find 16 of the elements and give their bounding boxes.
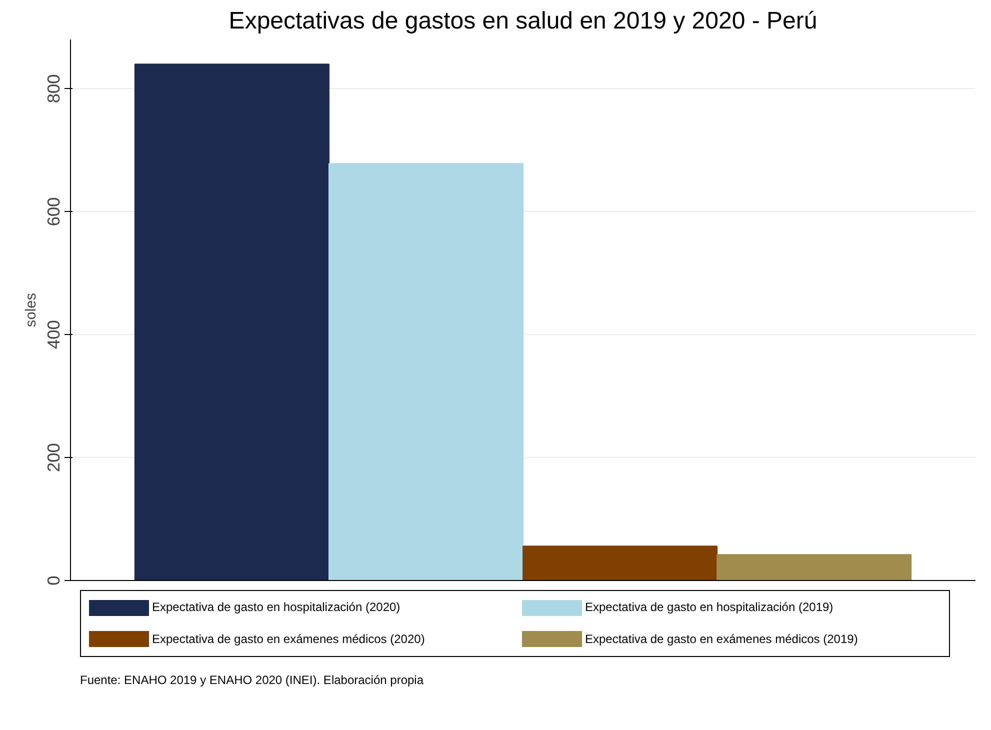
bar — [328, 163, 524, 580]
bar — [716, 554, 912, 580]
source-note: Fuente: ENAHO 2019 y ENAHO 2020 (INEI). Elaboración propia — [80, 672, 424, 687]
y-tick-label: 200 — [44, 443, 64, 472]
y-tick-label: 0 — [44, 576, 64, 586]
y-tick-label: 600 — [44, 197, 64, 226]
legend-label: Expectativa de gasto en exámenes médicos (2019) — [585, 632, 858, 646]
chart-title: Expectativas de gastos en salud en 2019 y 2020 - Perú — [228, 8, 818, 34]
y-axis-title: soles — [24, 292, 40, 328]
y-tick-label: 800 — [44, 74, 64, 104]
legend-label: Expectativa de gasto en exámenes médicos (2020) — [152, 632, 425, 646]
legend-label: Expectativa de gasto en hospitalización (2019) — [585, 600, 834, 614]
bar — [522, 546, 718, 580]
bar — [134, 64, 330, 580]
y-tick-label: 400 — [44, 320, 64, 350]
legend-label: Expectativa de gasto en hospitalización (2020) — [152, 600, 400, 614]
